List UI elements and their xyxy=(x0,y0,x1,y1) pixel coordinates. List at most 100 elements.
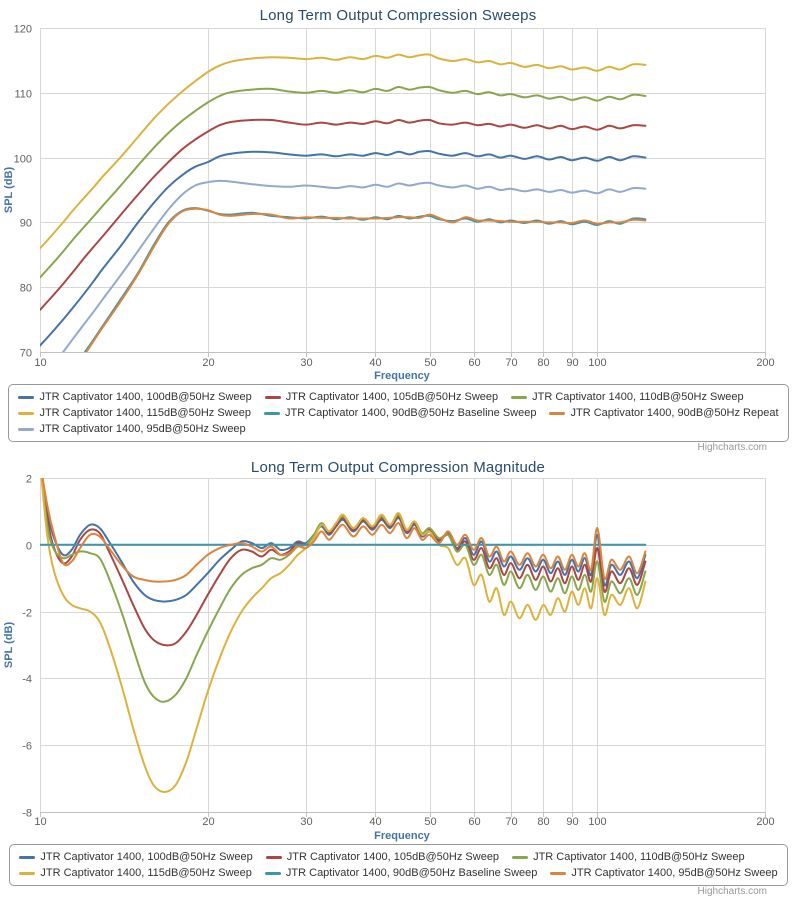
legend-item-jtr-captivator-1400-105db-50hz-sweep[interactable]: JTR Captivator 1400, 105dB@50Hz Sweep xyxy=(265,849,500,865)
series-jtr-captivator-1400-115db-50hz-sweep[interactable] xyxy=(40,53,647,250)
legend-line-marker xyxy=(19,855,36,859)
y-tick-label: -8 xyxy=(22,808,32,820)
x-tick-label: 200 xyxy=(756,816,774,828)
y-tick-label: -4 xyxy=(22,674,32,686)
legend-item-jtr-captivator-1400-110db-50hz-sweep[interactable]: JTR Captivator 1400, 110dB@50Hz Sweep xyxy=(511,389,744,405)
legend-line-marker xyxy=(264,871,281,875)
spl-axis-title: SPL (dB) xyxy=(3,622,15,669)
legend-line-marker xyxy=(18,411,35,415)
x-tick-label: 70 xyxy=(505,357,517,369)
legend-line-marker xyxy=(265,855,282,859)
legend-item-jtr-captivator-1400-105db-50hz-sweep[interactable]: JTR Captivator 1400, 105dB@50Hz Sweep xyxy=(264,389,499,405)
series-jtr-captivator-1400-110db-50hz-sweep[interactable] xyxy=(40,461,647,703)
x-tick-label: 90 xyxy=(566,816,578,828)
legend-line-marker xyxy=(264,395,281,399)
legend-line-marker xyxy=(549,411,566,415)
legend-wrap: JTR Captivator 1400, 100dB@50Hz Sweep JTR… xyxy=(0,384,797,442)
x-tick-label: 80 xyxy=(537,357,549,369)
x-tick-label: 20 xyxy=(202,816,214,828)
x-tick-label: 30 xyxy=(300,357,312,369)
legend-item-jtr-captivator-1400-115db-50hz-sweep[interactable]: JTR Captivator 1400, 115dB@50Hz Sweep xyxy=(19,865,252,881)
series-jtr-captivator-1400-90db-50hz-baseline-sweep[interactable] xyxy=(40,207,647,382)
x-tick-label: 80 xyxy=(537,816,549,828)
series-jtr-captivator-1400-100db-50hz-sweep[interactable] xyxy=(40,149,647,347)
legend-line-marker xyxy=(19,871,36,875)
y-tick-label: 90 xyxy=(20,218,32,230)
series-jtr-captivator-1400-95db-50hz-sweep[interactable] xyxy=(40,179,647,378)
sweeps-chart-section: Long Term Output Compression Sweeps SPL … xyxy=(0,7,797,453)
series-group xyxy=(40,461,647,793)
series-jtr-captivator-1400-105db-50hz-sweep[interactable] xyxy=(40,461,647,647)
x-tick-label: 10 xyxy=(34,816,46,828)
legend-item-label: JTR Captivator 1400, 95dB@50Hz Sweep xyxy=(39,423,246,435)
magnitude-chart-section: Long Term Output Compression Magnitude S… xyxy=(0,454,797,898)
series-jtr-captivator-1400-110db-50hz-sweep[interactable] xyxy=(40,85,647,279)
plot-area: 70 80 90 100 110 120 10 20 30 40 50 60 70 80 90 100 200 xyxy=(14,24,775,382)
legend-row: JTR Captivator 1400, 115dB@50Hz Sweep JTR… xyxy=(19,865,778,881)
series-jtr-captivator-1400-95db-50hz-sweep[interactable] xyxy=(40,461,647,583)
plot-area: -8 -6 -4 -2 0 2 10 20 30 40 50 60 70 80 90 100 200 xyxy=(22,461,774,829)
legend-line-marker xyxy=(511,395,528,399)
legend-item-label: JTR Captivator 1400, 105dB@50Hz Sweep xyxy=(286,851,500,863)
legend-item-label: JTR Captivator 1400, 90dB@50Hz Baseline … xyxy=(284,407,537,419)
y-tick-label: -6 xyxy=(22,741,32,753)
legend-item-jtr-captivator-1400-90db-50hz-repeat[interactable]: JTR Captivator 1400, 90dB@50Hz Repeat xyxy=(549,405,779,421)
series-group xyxy=(40,53,647,382)
legend-item-jtr-captivator-1400-95db-50hz-sweep[interactable]: JTR Captivator 1400, 95dB@50Hz Sweep xyxy=(18,421,246,437)
legend-item-jtr-captivator-1400-110db-50hz-sweep[interactable]: JTR Captivator 1400, 110dB@50Hz Sweep xyxy=(512,849,745,865)
legend-item-label: JTR Captivator 1400, 105dB@50Hz Sweep xyxy=(285,391,499,403)
legend-item-label: JTR Captivator 1400, 95dB@50Hz Sweep xyxy=(571,867,778,879)
x-tick-label: 40 xyxy=(369,816,381,828)
series-jtr-captivator-1400-100db-50hz-sweep[interactable] xyxy=(40,461,647,603)
y-tick-label: 110 xyxy=(14,89,32,101)
x-tick-label: 60 xyxy=(468,816,480,828)
legend-item-jtr-captivator-1400-95db-50hz-sweep[interactable]: JTR Captivator 1400, 95dB@50Hz Sweep xyxy=(550,865,778,881)
legend-item-label: JTR Captivator 1400, 115dB@50Hz Sweep xyxy=(39,407,251,419)
chart-title: Long Term Output Compression Sweeps xyxy=(260,7,537,24)
legend-item-label: JTR Captivator 1400, 100dB@50Hz Sweep xyxy=(40,851,253,863)
legend-item-jtr-captivator-1400-115db-50hz-sweep[interactable]: JTR Captivator 1400, 115dB@50Hz Sweep xyxy=(18,405,251,421)
legend-row: JTR Captivator 1400, 100dB@50Hz Sweep JTR… xyxy=(19,849,777,865)
series-jtr-captivator-1400-115db-50hz-sweep[interactable] xyxy=(40,461,647,793)
chart-title: Long Term Output Compression Magnitude xyxy=(251,459,545,476)
x-tick-label: 70 xyxy=(505,816,517,828)
y-tick-label: 0 xyxy=(26,541,32,553)
legend-line-marker xyxy=(512,855,529,859)
legend-line-marker xyxy=(263,411,280,415)
y-tick-label: -2 xyxy=(22,608,32,620)
legend-line-marker xyxy=(550,871,567,875)
legend-item-label: JTR Captivator 1400, 110dB@50Hz Sweep xyxy=(533,851,745,863)
legend-item-label: JTR Captivator 1400, 100dB@50Hz Sweep xyxy=(39,391,252,403)
y-tick-label: 80 xyxy=(20,283,32,295)
legend: JTR Captivator 1400, 100dB@50Hz Sweep JTR… xyxy=(9,844,788,886)
y-tick-label: 70 xyxy=(20,348,32,360)
legend-row: JTR Captivator 1400, 95dB@50Hz Sweep xyxy=(18,421,778,437)
magnitude-plot-svg: Long Term Output Compression Magnitude S… xyxy=(3,459,775,842)
x-tick-label: 50 xyxy=(424,816,436,828)
series-jtr-captivator-1400-105db-50hz-sweep[interactable] xyxy=(40,118,647,311)
highcharts-credit[interactable]: Highcharts.com xyxy=(697,442,767,453)
legend-item-label: JTR Captivator 1400, 90dB@50Hz Baseline … xyxy=(285,867,538,879)
sweeps-plot-svg: Long Term Output Compression Sweeps SPL … xyxy=(3,7,775,382)
legend-item-label: JTR Captivator 1400, 110dB@50Hz Sweep xyxy=(532,391,744,403)
legend-wrap: JTR Captivator 1400, 100dB@50Hz Sweep JTR… xyxy=(0,844,797,886)
legend-item-jtr-captivator-1400-90db-50hz-baseline-sweep[interactable]: JTR Captivator 1400, 90dB@50Hz Baseline … xyxy=(264,865,538,881)
x-tick-label: 60 xyxy=(468,357,480,369)
x-tick-label: 100 xyxy=(588,816,606,828)
legend-line-marker xyxy=(18,395,35,399)
x-tick-label: 20 xyxy=(202,357,214,369)
frequency-axis-title: Frequency xyxy=(374,370,431,382)
y-tick-label: 2 xyxy=(26,474,32,486)
x-tick-label: 30 xyxy=(300,816,312,828)
y-tick-label: 120 xyxy=(14,24,32,36)
x-tick-label: 100 xyxy=(588,357,606,369)
highcharts-credit[interactable]: Highcharts.com xyxy=(697,886,767,897)
legend-row: JTR Captivator 1400, 115dB@50Hz Sweep JTR… xyxy=(18,405,779,421)
legend-item-jtr-captivator-1400-100db-50hz-sweep[interactable]: JTR Captivator 1400, 100dB@50Hz Sweep xyxy=(18,389,252,405)
legend-item-jtr-captivator-1400-90db-50hz-baseline-sweep[interactable]: JTR Captivator 1400, 90dB@50Hz Baseline … xyxy=(263,405,537,421)
x-tick-label: 200 xyxy=(756,357,774,369)
legend-item-jtr-captivator-1400-100db-50hz-sweep[interactable]: JTR Captivator 1400, 100dB@50Hz Sweep xyxy=(19,849,253,865)
series-jtr-captivator-1400-90db-50hz-repeat[interactable] xyxy=(40,207,647,382)
y-tick-label: 100 xyxy=(14,154,32,166)
